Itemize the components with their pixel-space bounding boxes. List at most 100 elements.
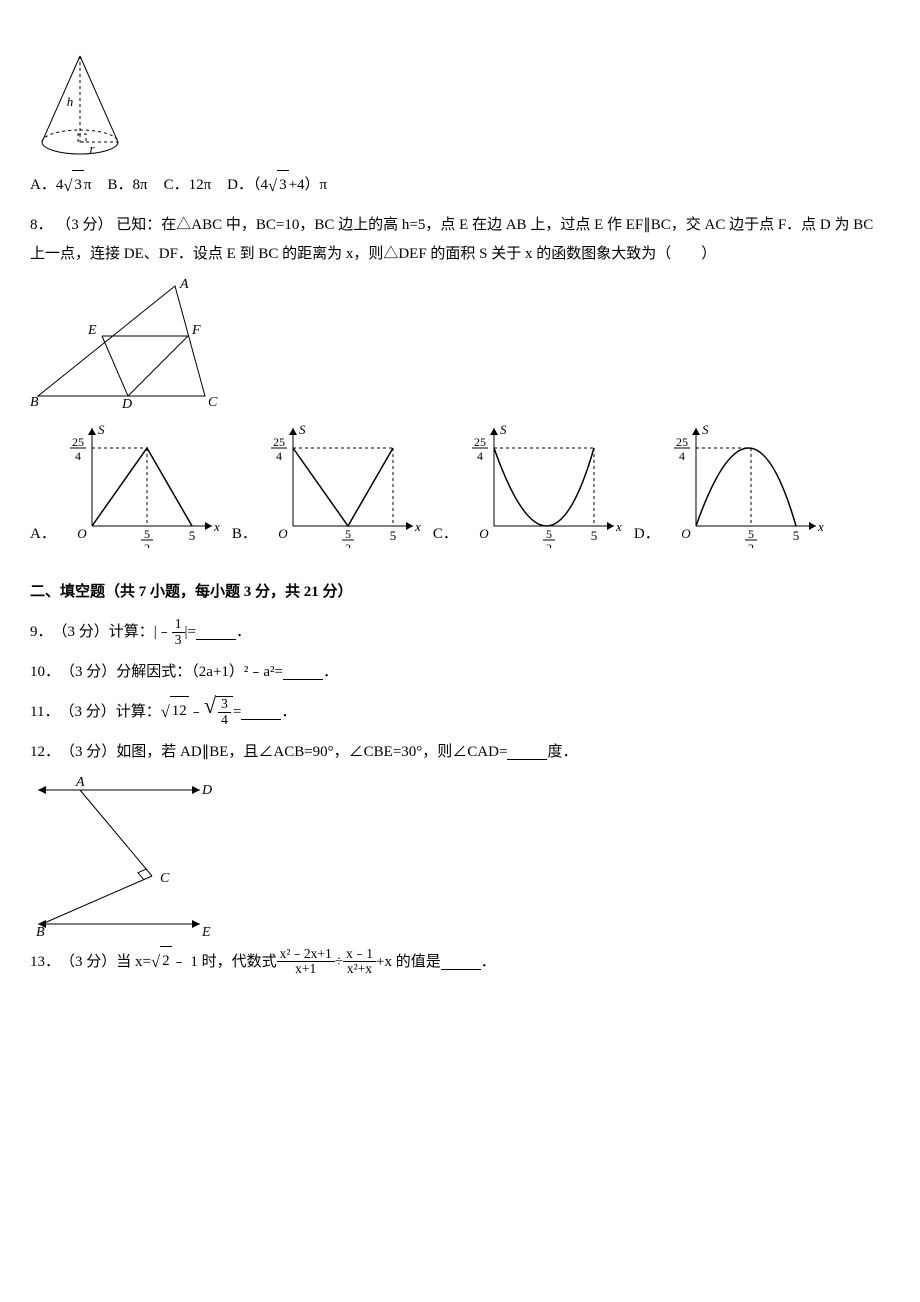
svg-text:25: 25 — [676, 435, 688, 449]
sqrt-icon: √3 — [268, 170, 289, 201]
q13-pre: 当 x= — [116, 948, 151, 977]
q12: 12． （3 分） 如图，若 AD∥BE，且∠ACB=90°，∠CBE=30°，… — [30, 738, 890, 767]
svg-text:A: A — [75, 776, 85, 790]
q7-choice-a: A．4 √3 π — [30, 170, 91, 201]
svg-text:x: x — [414, 519, 421, 534]
q7-d-pre: D．（4 — [227, 171, 268, 200]
q9-blank — [196, 624, 236, 640]
svg-text:5: 5 — [591, 528, 598, 543]
sqrt-icon: √3 — [63, 170, 84, 201]
q8-points: （3 分） — [56, 217, 112, 233]
section-2-header: 二、填空题（共 7 小题，每小题 3 分，共 21 分） — [30, 578, 890, 607]
q12-figure: ADBEC — [30, 776, 890, 936]
q7-choice-c: C．12π — [164, 171, 212, 200]
sqrt-icon: √2 — [151, 946, 172, 977]
q7-a-sqrt-arg: 3 — [72, 170, 84, 200]
q12-blank — [507, 744, 547, 760]
q8-graph-c: SxO254525 — [464, 418, 624, 548]
q8-opt-a-label: A． — [30, 520, 56, 549]
q11-minus: ﹣ — [189, 698, 204, 727]
q11-eq: = — [233, 698, 241, 727]
q8-opt-d-label: D． — [634, 520, 660, 549]
svg-text:B: B — [36, 925, 45, 936]
q10-num: 10． — [30, 658, 60, 687]
q12-num: 12． — [30, 738, 60, 767]
q8-opt-d: D． SxO254525 — [634, 418, 826, 548]
svg-text:4: 4 — [477, 449, 483, 463]
svg-text:25: 25 — [474, 435, 486, 449]
svg-text:x: x — [615, 519, 622, 534]
q13-frac2-num: x﹣1 — [343, 947, 376, 963]
svg-text:5: 5 — [748, 527, 754, 541]
svg-text:C: C — [208, 395, 218, 408]
sqrt-icon: √ 3 4 — [204, 696, 233, 728]
svg-text:5: 5 — [189, 528, 196, 543]
q12-text: 如图，若 AD∥BE，且∠ACB=90°，∠CBE=30°，则∠CAD= — [116, 738, 507, 767]
svg-text:5: 5 — [546, 527, 552, 541]
svg-text:O: O — [479, 526, 489, 541]
q7-cone-figure: hr — [30, 50, 890, 160]
svg-text:O: O — [77, 526, 87, 541]
svg-text:S: S — [500, 422, 507, 437]
q13-mid2: +x 的值是 — [376, 948, 441, 977]
q8-opt-c-label: C． — [433, 520, 458, 549]
q9: 9． （3 分） 计算：|﹣ 1 3 |= ． — [30, 617, 890, 648]
q8-option-graphs: A． SxO254525 B． SxO254525 C． SxO254525 D… — [30, 418, 890, 548]
q10-blank — [283, 664, 323, 680]
q8-triangle-figure: ABCDEF — [30, 278, 890, 408]
svg-text:C: C — [160, 871, 170, 886]
q11-points: （3 分） — [59, 698, 115, 727]
q8-text: 8． （3 分） 已知：在△ABC 中，BC=10，BC 边上的高 h=5，点 … — [30, 211, 890, 268]
q7-d-post: +4）π — [289, 171, 328, 200]
q13-div: ÷ — [335, 948, 343, 977]
svg-text:F: F — [191, 323, 201, 338]
svg-text:2: 2 — [546, 541, 552, 548]
q8-graph-d: SxO254525 — [666, 418, 826, 548]
svg-text:5: 5 — [792, 528, 799, 543]
q8-opt-a: A． SxO254525 — [30, 418, 222, 548]
q13-mid1: ﹣ 1 时，代数式 — [172, 948, 277, 977]
q11-sqrt1-arg: 12 — [170, 696, 189, 726]
q13-blank — [441, 954, 481, 970]
q7-d-sqrt-arg: 3 — [277, 170, 289, 200]
q9-frac-num: 1 — [172, 617, 185, 633]
svg-text:2: 2 — [144, 541, 150, 548]
svg-text:O: O — [681, 526, 691, 541]
svg-text:h: h — [67, 94, 74, 109]
q11-sqrt2-num: 3 — [218, 697, 231, 713]
q9-end: ． — [236, 618, 251, 647]
svg-text:r: r — [89, 141, 95, 156]
q11-sqrt2-arg: 3 4 — [216, 696, 233, 728]
svg-text:4: 4 — [679, 449, 685, 463]
svg-text:S: S — [98, 422, 105, 437]
q9-points: （3 分） — [53, 618, 109, 647]
q8-num: 8． — [30, 217, 53, 233]
q8-body: 已知：在△ABC 中，BC=10，BC 边上的高 h=5，点 E 在边 AB 上… — [30, 217, 873, 262]
svg-text:2: 2 — [345, 541, 351, 548]
svg-text:S: S — [299, 422, 306, 437]
q13-points: （3 分） — [60, 948, 116, 977]
svg-text:S: S — [702, 422, 709, 437]
q10-text: 分解因式：（2a+1）²﹣a²= — [116, 658, 283, 687]
q8-opt-c: C． SxO254525 — [433, 418, 624, 548]
q11: 11． （3 分） 计算： √12 ﹣ √ 3 4 = ． — [30, 696, 890, 728]
q11-num: 11． — [30, 698, 59, 727]
svg-text:x: x — [213, 519, 220, 534]
q8-graph-b: SxO254525 — [263, 418, 423, 548]
q9-post: |= — [185, 618, 196, 647]
triangle-diagram: ABCDEF — [30, 278, 230, 408]
q13: 13． （3 分） 当 x= √2 ﹣ 1 时，代数式 x²﹣2x+1 x+1 … — [30, 946, 890, 977]
svg-text:25: 25 — [72, 435, 84, 449]
q8-graph-a: SxO254525 — [62, 418, 222, 548]
svg-text:A: A — [179, 278, 189, 292]
sqrt-icon: √12 — [161, 696, 189, 727]
svg-text:5: 5 — [390, 528, 397, 543]
parallel-diagram: ADBEC — [30, 776, 220, 936]
q11-sqrt2-frac: 3 4 — [218, 697, 231, 728]
q8-opt-b: B． SxO254525 — [232, 418, 423, 548]
svg-text:O: O — [278, 526, 288, 541]
svg-text:5: 5 — [144, 527, 150, 541]
q7-choices: A．4 √3 π B．8π C．12π D．（4 √3 +4）π — [30, 170, 890, 201]
q12-end: 度． — [547, 738, 577, 767]
q7-choice-b: B．8π — [107, 171, 147, 200]
